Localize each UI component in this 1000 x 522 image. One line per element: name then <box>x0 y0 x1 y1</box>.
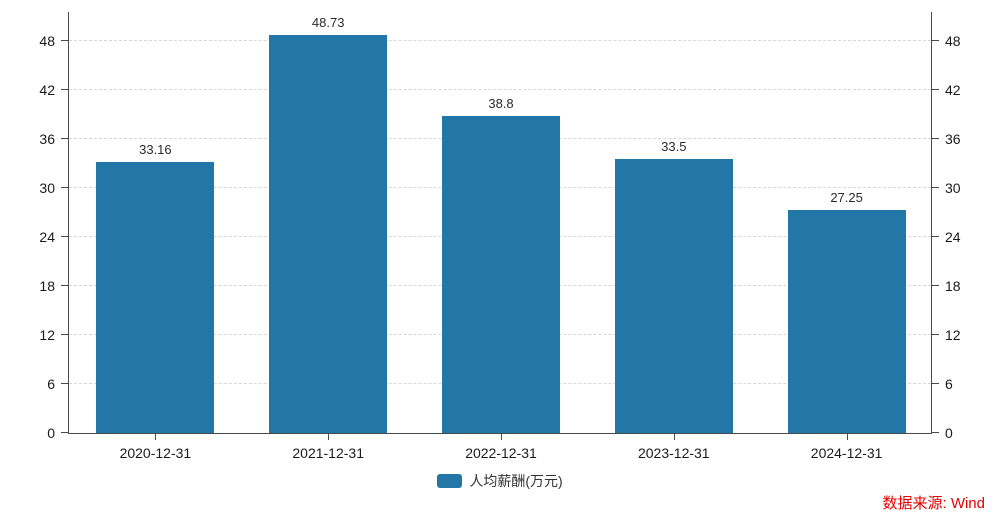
y-axis-label-right: 36 <box>945 131 961 147</box>
x-axis-label: 2020-12-31 <box>119 445 192 461</box>
y-axis-tick-right <box>932 236 939 237</box>
gridline <box>69 89 931 90</box>
bar-value-label: 38.8 <box>488 96 514 112</box>
x-axis-tick <box>328 433 330 440</box>
y-axis-tick-left <box>61 138 68 139</box>
y-axis-label-right: 12 <box>945 327 961 343</box>
y-axis-label-left: 42 <box>39 82 55 98</box>
y-axis-label-right: 42 <box>945 82 961 98</box>
y-axis-label-left: 6 <box>47 376 55 392</box>
y-axis-label-left: 48 <box>39 33 55 49</box>
bar[interactable] <box>614 159 733 433</box>
y-axis-label-right: 30 <box>945 180 961 196</box>
y-axis-tick-right <box>932 40 939 41</box>
y-axis-tick-left <box>61 432 68 433</box>
x-axis-tick <box>846 433 848 440</box>
y-axis-tick-left <box>61 285 68 286</box>
bar-value-label: 33.16 <box>139 142 172 158</box>
bar[interactable] <box>96 162 215 433</box>
y-axis-tick-left <box>61 334 68 335</box>
y-axis-label-right: 24 <box>945 229 961 245</box>
y-axis-label-right: 18 <box>945 278 961 294</box>
bar-value-label: 27.25 <box>830 190 863 206</box>
x-axis-label: 2024-12-31 <box>810 445 883 461</box>
y-axis-tick-left <box>61 187 68 188</box>
y-axis-tick-left <box>61 89 68 90</box>
y-axis-tick-left <box>61 236 68 237</box>
y-axis-tick-right <box>932 89 939 90</box>
y-axis-label-left: 30 <box>39 180 55 196</box>
y-axis-label-left: 36 <box>39 131 55 147</box>
bar[interactable] <box>787 210 906 433</box>
bar-value-label: 33.5 <box>661 139 687 155</box>
bar[interactable] <box>269 35 388 433</box>
bar[interactable] <box>442 116 560 433</box>
legend-label: 人均薪酬(万元) <box>469 473 563 489</box>
y-axis-tick-left <box>61 40 68 41</box>
legend[interactable]: 人均薪酬(万元) <box>0 471 1000 491</box>
x-axis-tick <box>501 433 502 440</box>
y-axis-label-left: 24 <box>39 229 55 245</box>
x-axis-label: 2022-12-31 <box>465 445 537 461</box>
y-axis-label-right: 48 <box>945 33 961 49</box>
x-axis-label: 2023-12-31 <box>637 445 710 461</box>
y-axis-label-left: 18 <box>39 278 55 294</box>
x-axis-tick <box>673 433 675 440</box>
x-axis-label: 2021-12-31 <box>292 445 364 461</box>
bar-value-label: 48.73 <box>311 15 345 31</box>
y-axis-label-right: 6 <box>945 376 953 392</box>
y-axis-tick-left <box>61 383 68 384</box>
x-axis-tick <box>155 433 157 440</box>
y-axis-tick-right <box>932 432 939 433</box>
y-axis-tick-right <box>932 187 939 188</box>
y-axis-tick-right <box>932 383 939 384</box>
data-source-label: 数据来源: Wind <box>882 495 985 512</box>
y-axis-label-right: 0 <box>945 425 953 441</box>
y-axis-tick-right <box>932 285 939 286</box>
y-axis-tick-right <box>932 334 939 335</box>
plot-area: 0 0 6 6 12 12 18 18 24 24 30 30 36 36 42 42 48 48 33.16 202… <box>39 12 961 461</box>
gridline <box>69 40 931 41</box>
y-axis-label-left: 12 <box>39 327 55 343</box>
y-axis-label-left: 0 <box>47 425 55 441</box>
legend-swatch-icon <box>437 474 463 488</box>
y-axis-tick-right <box>932 138 939 139</box>
